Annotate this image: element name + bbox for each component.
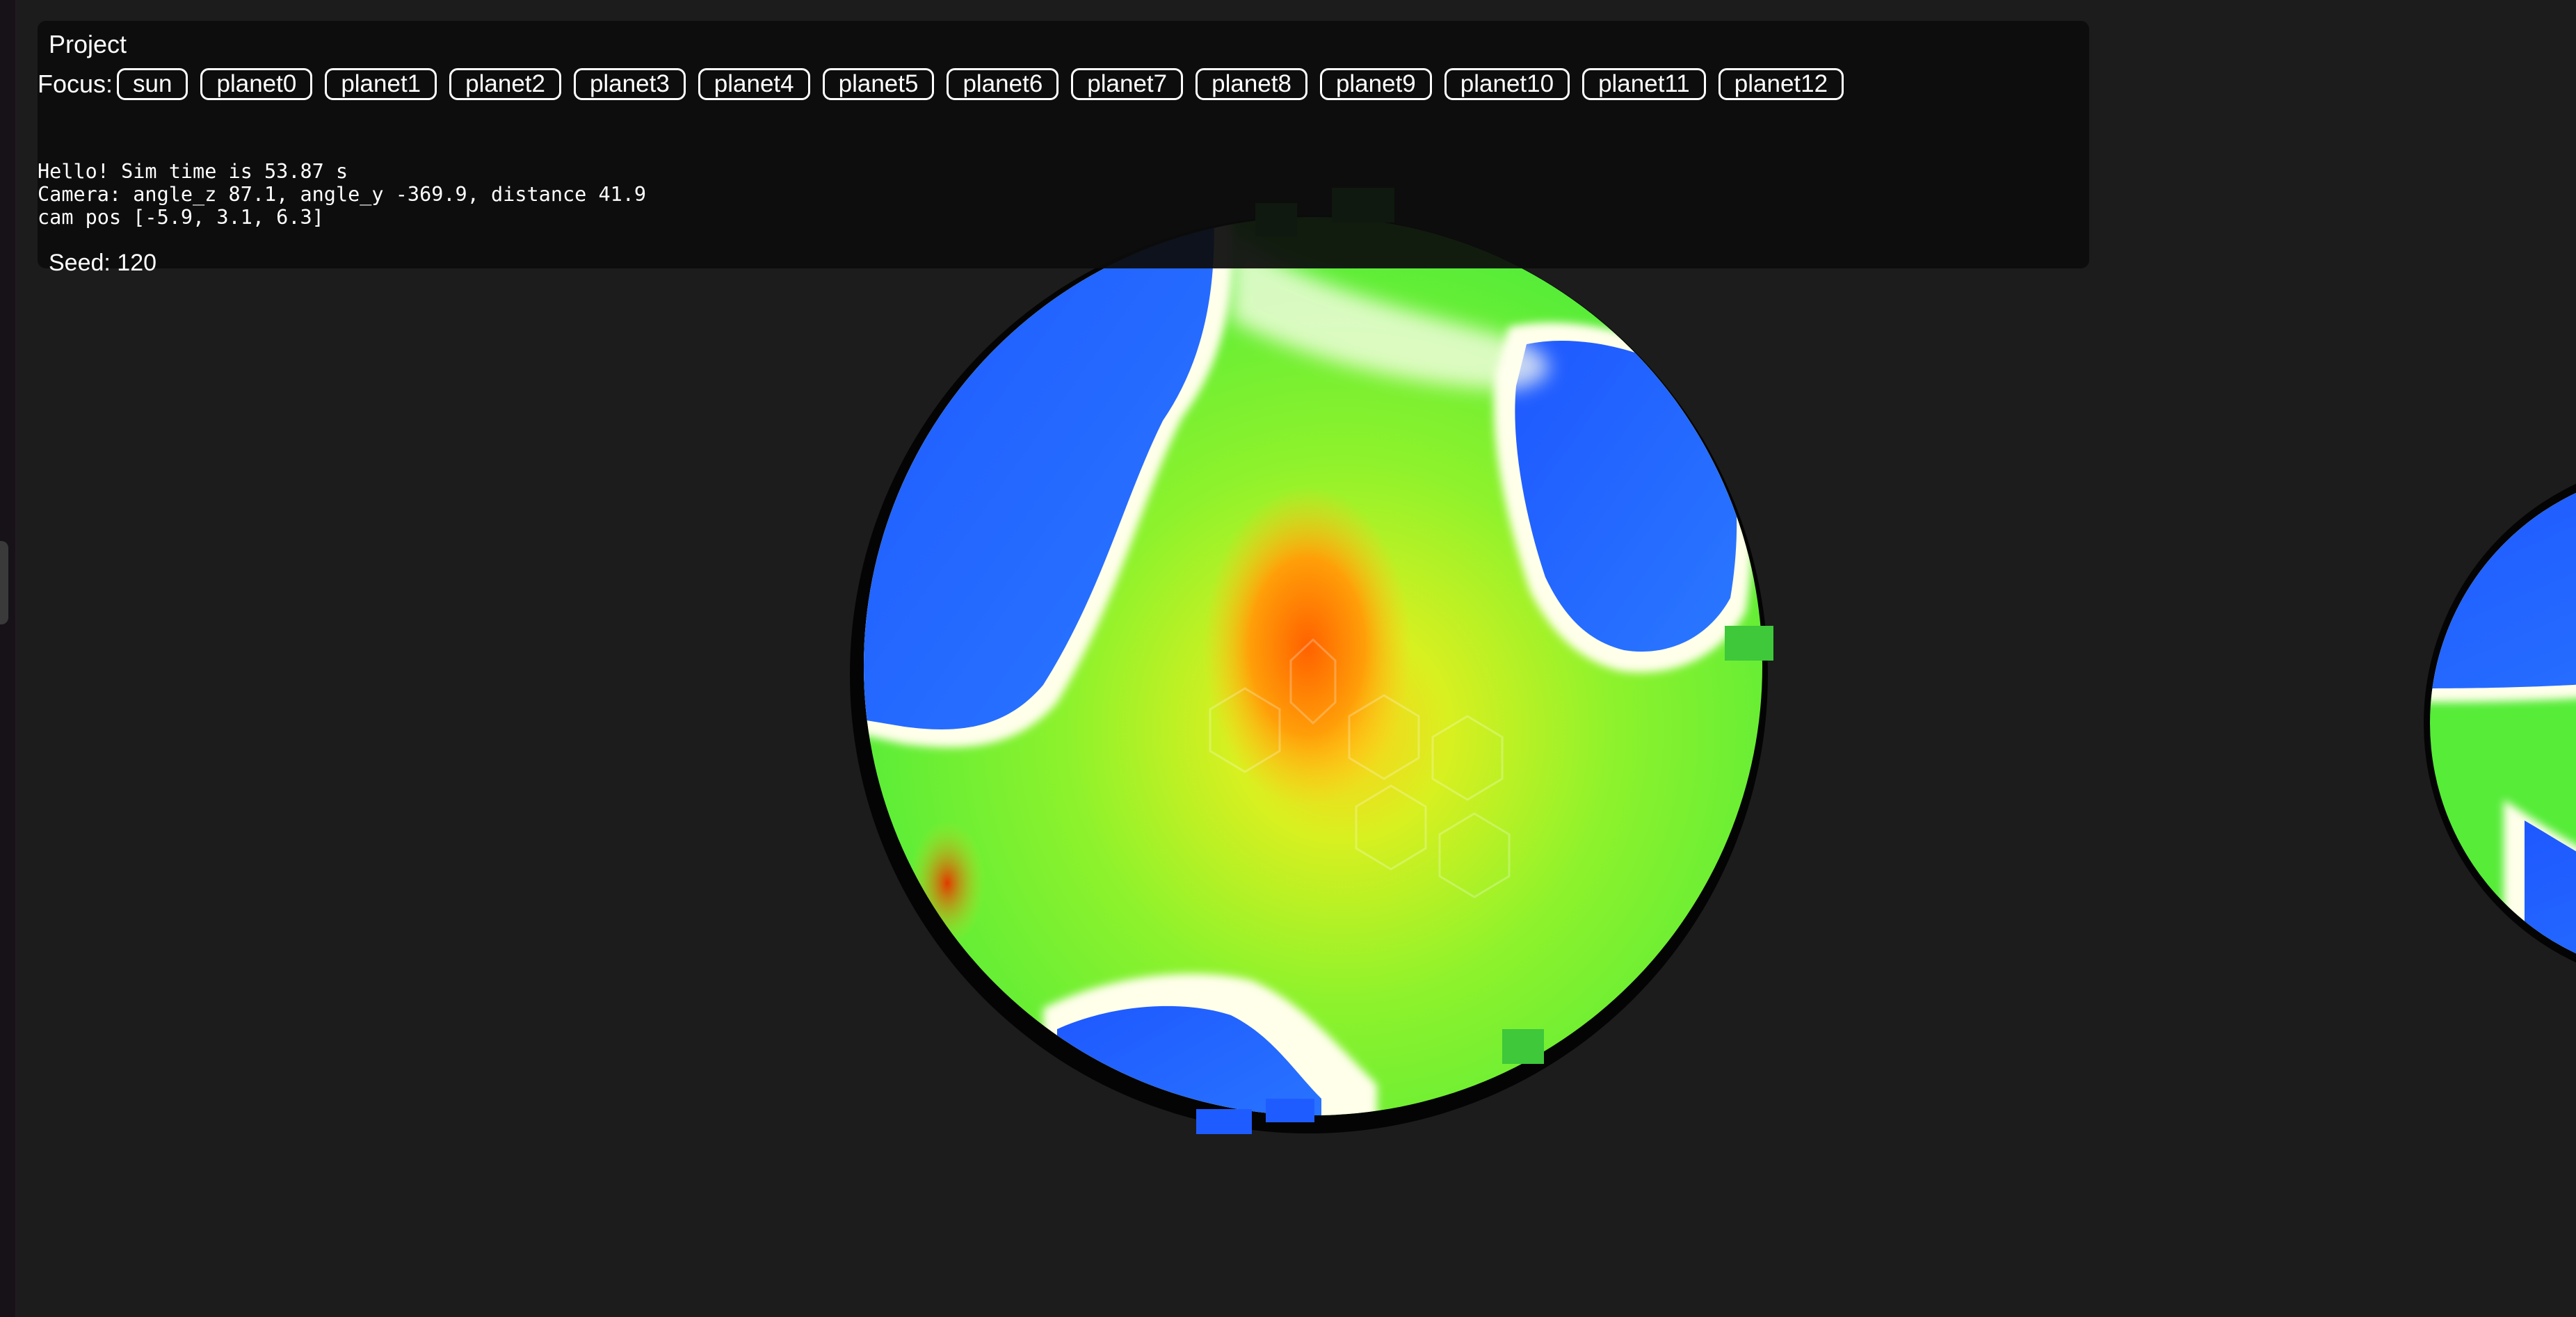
focus-button-planet7[interactable]: planet7 [1071,68,1184,100]
planet-globe [850,188,1773,1134]
focus-label: Focus: [38,70,113,98]
distant-planet [2424,469,2576,978]
focus-button-planet6[interactable]: planet6 [947,68,1059,100]
project-panel: Project Focus: sun planet0 planet1 plane… [38,21,2089,276]
status-readout: Hello! Sim time is 53.87 s Camera: angle_… [38,160,646,229]
focus-button-planet10[interactable]: planet10 [1444,68,1570,100]
sim-time-line: Hello! Sim time is 53.87 s [38,160,348,183]
seed-label: Seed: 120 [49,250,157,276]
focus-button-planet8[interactable]: planet8 [1196,68,1307,100]
focus-button-planet2[interactable]: planet2 [449,68,561,100]
left-side-strip [0,0,17,1317]
side-panel-handle[interactable] [0,541,8,624]
camera-line: Camera: angle_z 87.1, angle_y -369.9, di… [38,183,647,206]
focus-button-sun[interactable]: sun [117,68,188,100]
focus-button-planet0[interactable]: planet0 [200,68,313,100]
focus-button-planet5[interactable]: planet5 [822,68,935,100]
focus-button-planet3[interactable]: planet3 [573,68,686,100]
panel-title: Project [49,30,127,58]
focus-button-planet4[interactable]: planet4 [698,68,810,100]
focus-button-planet1[interactable]: planet1 [325,68,437,100]
focus-row: Focus: sun planet0 planet1 planet2 plane… [38,67,1856,102]
focus-button-planet12[interactable]: planet12 [1718,68,1844,100]
cam-pos-line: cam pos [-5.9, 3.1, 6.3] [38,206,324,229]
focus-button-planet11[interactable]: planet11 [1582,68,1706,100]
focus-button-planet9[interactable]: planet9 [1319,68,1432,100]
